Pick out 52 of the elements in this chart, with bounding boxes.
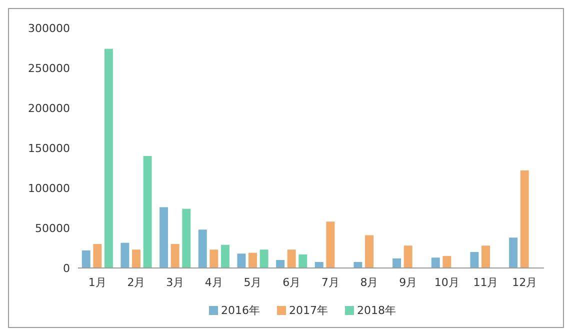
y-tick-label: 100000 bbox=[28, 182, 70, 195]
bar bbox=[120, 242, 130, 268]
y-tick-label: 150000 bbox=[28, 142, 70, 155]
bar bbox=[287, 250, 296, 268]
bar bbox=[170, 244, 180, 268]
x-tick-label: 4月 bbox=[204, 276, 223, 289]
bar bbox=[82, 250, 90, 268]
bar bbox=[160, 207, 168, 268]
bar bbox=[470, 252, 479, 268]
bar bbox=[354, 262, 362, 268]
x-tick-label: 7月 bbox=[321, 276, 340, 289]
y-tick-label: 50000 bbox=[35, 222, 70, 235]
x-tick-label: 6月 bbox=[282, 276, 301, 289]
y-tick-label: 200000 bbox=[28, 102, 70, 115]
x-tick-label: 5月 bbox=[244, 276, 262, 289]
bar bbox=[442, 256, 452, 268]
bar bbox=[482, 246, 490, 268]
bar bbox=[143, 156, 152, 268]
bar bbox=[198, 230, 207, 268]
legend-label: 2016年 bbox=[221, 304, 260, 317]
bar bbox=[509, 238, 518, 268]
bar bbox=[132, 250, 140, 268]
bar bbox=[104, 48, 113, 268]
bar bbox=[314, 262, 324, 268]
bar bbox=[404, 246, 412, 268]
x-tick-label: 1月 bbox=[88, 276, 106, 289]
bar bbox=[260, 250, 268, 268]
x-tick-label: 11月 bbox=[473, 276, 498, 289]
bar bbox=[182, 208, 191, 268]
legend-label: 2017年 bbox=[289, 304, 328, 317]
y-tick-label: 0 bbox=[63, 262, 70, 275]
bar bbox=[237, 254, 246, 268]
bar bbox=[248, 252, 257, 268]
bar bbox=[326, 222, 335, 268]
bar bbox=[210, 250, 218, 268]
bar bbox=[298, 254, 308, 268]
y-tick-label: 300000 bbox=[28, 22, 70, 35]
bar bbox=[93, 244, 102, 268]
x-tick-label: 9月 bbox=[399, 276, 418, 289]
bar bbox=[365, 235, 374, 268]
x-tick-label: 12月 bbox=[512, 276, 538, 289]
bar bbox=[431, 258, 440, 268]
bar bbox=[276, 260, 285, 268]
x-tick-label: 10月 bbox=[434, 276, 460, 289]
bar bbox=[392, 258, 402, 268]
bar bbox=[220, 244, 230, 268]
bar bbox=[520, 170, 529, 268]
y-tick-label: 250000 bbox=[28, 62, 70, 75]
legend-label: 2018年 bbox=[357, 304, 396, 317]
x-tick-label: 2月 bbox=[127, 276, 146, 289]
x-tick-label: 3月 bbox=[166, 276, 184, 289]
x-tick-label: 8月 bbox=[360, 276, 378, 289]
